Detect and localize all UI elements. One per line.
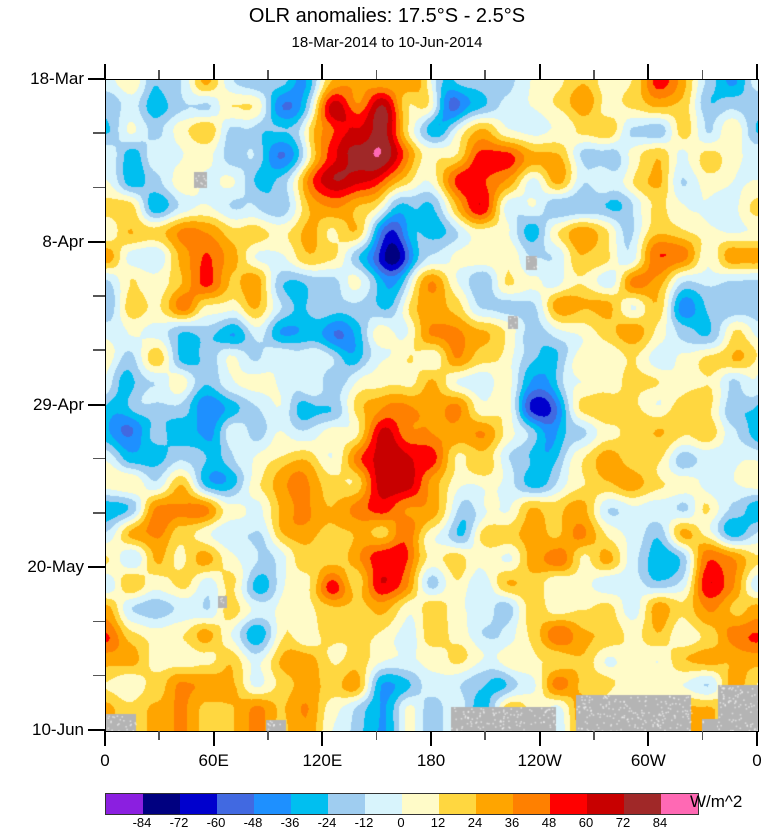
y-axis-major-tick [88,566,105,569]
y-axis-minor-tick [93,674,105,677]
x-axis-minor-tick [701,731,704,740]
x-axis-label: 0 [752,751,762,770]
colorbar-swatch [180,794,217,814]
x-axis-top-major-tick [756,64,758,79]
x-axis-minor-tick [593,731,595,740]
colorbar-tick-label: 12 [430,815,446,830]
y-axis-minor-tick [93,349,105,351]
colorbar-swatch [439,794,476,814]
y-axis-minor-tick [93,132,105,134]
x-axis-label: 180 [416,751,446,770]
colorbar-swatch [143,794,180,814]
x-axis-label: 120W [517,751,562,770]
x-axis-minor-tick [484,731,486,740]
colorbar-tick-label: -36 [280,815,300,830]
x-axis-minor-tick [158,731,160,740]
y-axis-minor-tick [93,620,105,622]
colorbar-swatch [254,794,291,814]
x-axis-minor-tick [375,731,378,740]
x-axis-top-major-tick [647,64,650,79]
colorbar-tick-label: 48 [541,815,557,830]
y-axis-major-tick [88,78,105,80]
y-axis-label: 29-Apr [32,394,84,414]
chart-subtitle: 18-Mar-2014 to 10-Jun-2014 [291,34,483,51]
colorbar-swatch [328,794,365,814]
colorbar-swatch [550,794,587,814]
y-axis-minor-tick [93,457,105,460]
colorbar-swatch [365,794,402,814]
y-axis-major-tick [88,240,105,243]
y-axis-minor-tick [93,186,105,188]
x-axis-top-minor-tick [701,70,704,79]
x-axis-minor-tick [267,731,269,740]
x-axis-top-major-tick [212,64,215,79]
colorbar-unit-label: W/m^2 [690,792,743,811]
x-axis-top-major-tick [430,64,432,79]
x-axis-label: 120E [302,751,343,770]
x-axis-top-minor-tick [484,70,486,79]
colorbar-tick-label: -48 [243,815,263,830]
x-axis-top-minor-tick [267,70,269,79]
colorbar-tick-label: -72 [169,815,189,830]
x-axis-major-tick [321,731,324,746]
y-axis-label: 8-Apr [42,231,84,251]
page-title: OLR anomalies: 17.5°S - 2.5°S [248,5,526,27]
y-axis-major-tick [88,403,105,406]
colorbar-tick-label: 0 [397,815,405,830]
y-axis-major-tick [88,729,105,731]
colorbar-tick-label: -24 [317,815,337,830]
x-axis-top-minor-tick [158,70,160,79]
x-axis-label: 60W [630,751,666,770]
x-axis-major-tick [538,731,541,746]
colorbar-tick-label: 72 [615,815,631,830]
olr-anomaly-heatmap [106,80,758,731]
colorbar-swatch [587,794,624,814]
colorbar-tick-label: -84 [132,815,152,830]
x-axis-major-tick [430,731,432,746]
y-axis-minor-tick [93,295,105,297]
x-axis-top-major-tick [104,64,106,79]
colorbar-swatch [402,794,439,814]
x-axis-label: 0 [100,751,110,770]
y-axis-label: 10-Jun [32,720,84,739]
colorbar-swatch [106,794,143,814]
x-axis-top-major-tick [538,64,541,79]
colorbar [105,793,699,815]
y-axis-label: 20-May [27,557,84,577]
colorbar-swatch [476,794,513,814]
x-axis-major-tick [756,731,758,746]
x-axis-label: 60E [198,751,229,770]
colorbar-swatch [624,794,661,814]
colorbar-tick-label: 24 [467,815,483,830]
x-axis-major-tick [647,731,650,746]
colorbar-swatch [661,794,698,814]
colorbar-tick-label: 60 [578,815,594,830]
colorbar-tick-label: 36 [504,815,520,830]
x-axis-major-tick [212,731,215,746]
colorbar-tick-label: 84 [652,815,668,830]
x-axis-top-minor-tick [375,70,378,79]
y-axis-label: 18-Mar [30,69,84,88]
colorbar-tick-label: -60 [206,815,226,830]
x-axis-top-minor-tick [593,70,595,79]
x-axis-top-major-tick [321,64,324,79]
colorbar-tick-label: -12 [354,815,374,830]
colorbar-swatch [217,794,254,814]
colorbar-swatch [291,794,328,814]
x-axis-major-tick [104,731,106,746]
y-axis-minor-tick [93,512,105,514]
colorbar-swatch [513,794,550,814]
hovmoller-plot-area [105,79,759,732]
